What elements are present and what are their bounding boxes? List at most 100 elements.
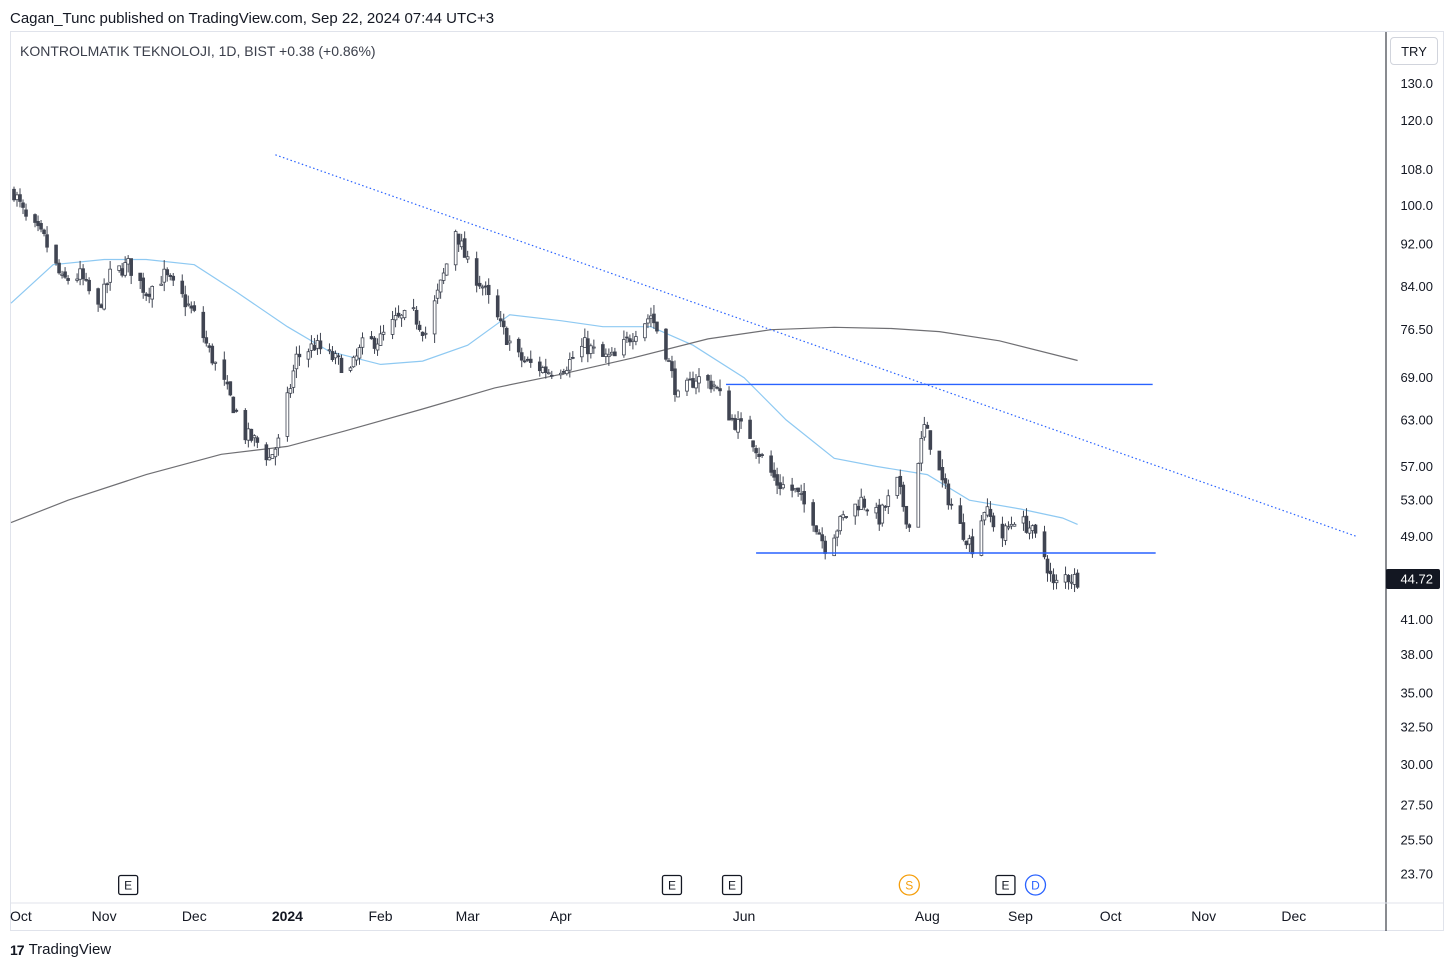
candle-body [414,309,419,325]
candle-body [1027,527,1032,534]
candle [1012,522,1017,527]
candle [276,434,281,456]
candle-body [565,370,569,375]
candle-body [1069,581,1074,584]
candle [441,267,446,285]
candle [820,527,824,549]
candle-body [297,353,302,358]
candle [231,396,236,414]
time-tick-label: Nov [1191,908,1216,924]
descending-trendline [275,154,1358,538]
candle [501,313,506,335]
candle-body [958,505,963,524]
time-tick-label: Dec [182,908,207,924]
candle-body [652,313,656,324]
candle-body [276,437,281,449]
candle [580,338,584,363]
candle-body [315,340,320,349]
candle [378,325,383,346]
candle-body [1012,523,1017,527]
candle [168,273,173,281]
candle-body [649,315,653,319]
candle [571,351,575,360]
candle-body [886,495,891,507]
candle [159,275,164,286]
candle [568,352,572,378]
candle [504,326,509,346]
candle [465,250,470,264]
candle [435,283,440,304]
candle [1054,574,1059,590]
candle [291,364,296,394]
candle-body [501,320,506,328]
candle [285,386,290,442]
candle-body [940,467,945,481]
candle [99,303,103,309]
candle-body [841,514,846,519]
event-marker-label: E [668,879,676,893]
currency-button[interactable]: TRY [1390,37,1438,65]
candle [796,487,800,497]
candle-body [540,367,545,373]
candle [1072,568,1077,593]
candle-body [423,332,428,335]
tradingview-logo[interactable]: 17 TradingView [10,941,111,958]
candle-body [709,380,713,390]
candle-body [964,540,969,546]
candle [883,504,888,511]
event-marker-earnings: E [995,874,1016,896]
candle-body [883,505,888,508]
candle [727,386,731,421]
candle-body [568,359,572,371]
candle-body [201,311,206,339]
candle-body [459,240,464,248]
candle [543,358,548,379]
earnings-badge [661,874,683,896]
candle-body [733,418,737,430]
candle-body [1072,574,1077,585]
candle-body [967,538,972,545]
price-tick-label: 35.00 [1400,685,1433,700]
candle-body [988,508,993,517]
candle [937,450,942,471]
candle [670,355,674,378]
candle-body [60,273,64,276]
candle [802,483,806,513]
candle [498,310,503,327]
candle [18,188,22,208]
candle [213,361,218,371]
candle-body [772,469,776,478]
candle [315,334,320,355]
candle [772,462,776,482]
candle [423,326,428,339]
candle-body [877,504,882,525]
candle-body [435,289,440,299]
time-axis: Oct Nov Dec 2024 Feb Mar Apr Jun Aug Sep Oct Nov Dec [10,908,1306,924]
candle-body [210,345,215,364]
candle-body [718,388,722,392]
candle [264,442,269,466]
price-tick-label: 30.00 [1400,757,1433,772]
candle [1033,523,1038,538]
candle [625,331,629,344]
candle-body [853,503,858,517]
candle-body [18,194,22,202]
candle [655,321,659,334]
candle [778,474,782,496]
event-marker-label: E [124,879,132,893]
candle [736,411,740,439]
symbol-legend: KONTROLMATIK TEKNOLOJI, 1D, BIST +0.38 (… [20,43,376,59]
candle [147,287,152,304]
candle [613,347,617,357]
candle-body [165,269,170,276]
candle [676,389,680,398]
candle-body [838,516,843,532]
event-marker-label: D [1031,879,1040,893]
candle [691,371,695,389]
candle [886,489,891,515]
candle-body [486,284,491,296]
candle-body [474,258,479,286]
candle [81,264,85,286]
candle [150,285,155,308]
